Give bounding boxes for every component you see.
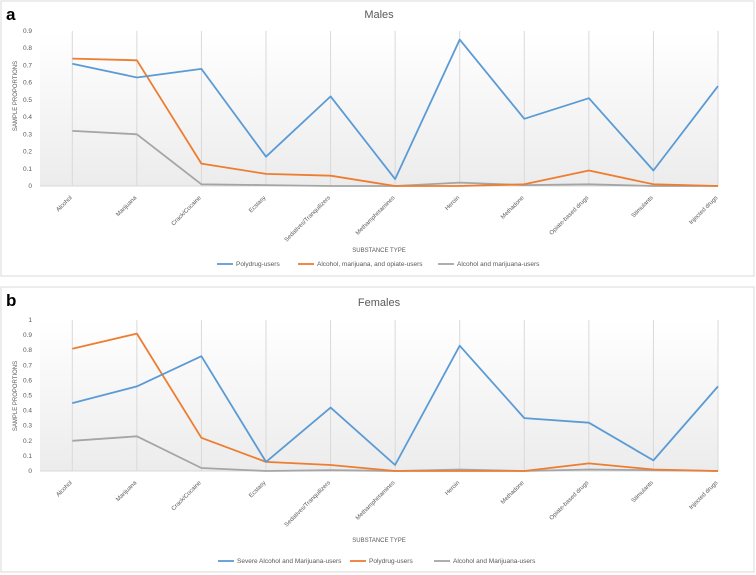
panel-b-label: b <box>6 291 16 310</box>
panel-b: b Females SAMPLE PROPORTIONS SUBSTANCE T… <box>0 286 755 573</box>
y-tick-label: 0.7 <box>23 362 32 369</box>
plot-background <box>40 31 718 186</box>
panel-a: a Males SAMPLE PROPORTIONS SUBSTANCE TYP… <box>0 0 755 277</box>
legend-label: Alcohol and Marijuana-users <box>453 558 536 565</box>
legend: Severe Alcohol and Marijuana-users Polydr… <box>218 558 536 565</box>
y-tick-label: 0.9 <box>23 28 32 35</box>
y-tick-label: 0.8 <box>23 347 32 354</box>
y-tick-label: 1 <box>28 317 32 324</box>
y-tick-label: 0.1 <box>23 166 32 173</box>
panel-a-label: a <box>6 5 16 24</box>
legend-label: Severe Alcohol and Marijuana-users <box>237 558 342 565</box>
series-line <box>72 332 719 472</box>
y-tick-label: 0.7 <box>23 62 32 69</box>
y-tick-label: 0.8 <box>23 45 32 52</box>
series-line <box>72 57 719 187</box>
y-tick-label: 0.6 <box>23 377 32 384</box>
y-tick-label: 0.4 <box>23 114 32 121</box>
chart-title: Males <box>364 9 394 21</box>
series-line <box>72 38 719 181</box>
y-tick-label: 0 <box>28 183 32 190</box>
y-tick-label: 0.5 <box>23 97 32 104</box>
y-tick-label: 0.9 <box>23 332 32 339</box>
y-tick-label: 0.1 <box>23 453 32 460</box>
legend-label: Alcohol, marijuana, and opiate-users <box>317 261 423 268</box>
plot-background <box>40 320 718 471</box>
chart-title: Females <box>358 297 401 309</box>
x-axis-label: SUBSTANCE TYPE <box>352 248 405 254</box>
legend-label: Polydrug-users <box>369 558 413 565</box>
legend: Polydrug-users Alcohol, marijuana, and op… <box>217 261 540 268</box>
y-tick-label: 0.3 <box>23 423 32 430</box>
y-tick-label: 0.6 <box>23 80 32 87</box>
legend-label: Alcohol and marijuana-users <box>457 261 540 268</box>
y-axis-label: SAMPLE PROPORTIONS <box>13 61 19 131</box>
y-tick-label: 0.5 <box>23 393 32 400</box>
y-axis-label: SAMPLE PROPORTIONS <box>13 361 19 431</box>
legend-label: Polydrug-users <box>236 261 280 268</box>
y-tick-label: 0.2 <box>23 438 32 445</box>
series-line <box>72 344 719 466</box>
y-tick-label: 0.3 <box>23 131 32 138</box>
y-tick-label: 0.2 <box>23 149 32 156</box>
y-tick-label: 0 <box>28 468 32 475</box>
x-axis-label: SUBSTANCE TYPE <box>352 538 405 544</box>
y-tick-label: 0.4 <box>23 408 32 415</box>
